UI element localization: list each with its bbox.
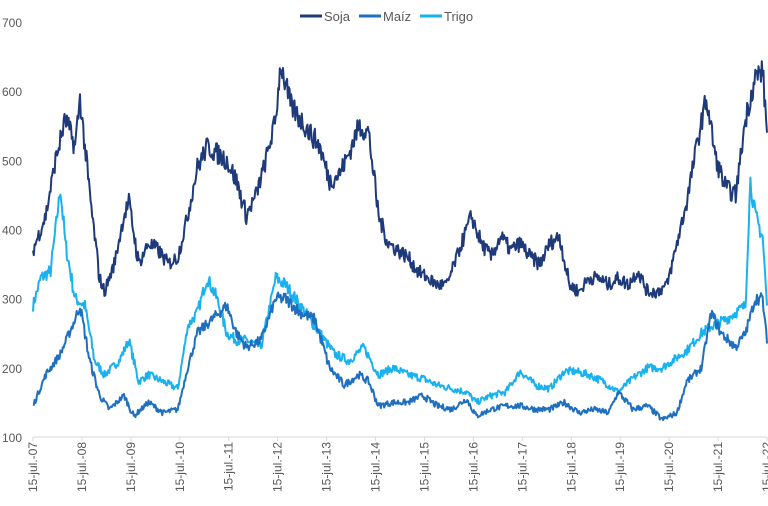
x-tick-label: 15-jul.-07 [26, 442, 40, 492]
x-tick-label: 15-jul.-16 [466, 442, 480, 492]
x-tick-label: 15-jul.-20 [662, 442, 676, 492]
x-tick-label: 15-jul.-10 [173, 442, 187, 492]
x-tick-label: 15-jul.-13 [320, 442, 334, 492]
y-tick-label: 400 [2, 224, 22, 238]
x-tick-label: 15-jul.-15 [417, 442, 431, 492]
legend: Soja Maíz Trigo [300, 9, 473, 24]
y-tick-label: 300 [2, 293, 22, 307]
x-tick-label: 15-jul.-21 [711, 442, 725, 492]
y-tick-label: 500 [2, 154, 22, 168]
series-line-trigo [32, 176, 768, 406]
x-tick-label: 15-jul.-22 [760, 442, 768, 492]
x-tick-label: 15-jul.-09 [124, 442, 138, 492]
x-tick-label: 15-jul.-18 [564, 442, 578, 492]
y-tick-label: 600 [2, 85, 22, 99]
y-tick-label: 200 [2, 362, 22, 376]
x-tick-label: 15-jul.-11 [222, 442, 236, 491]
legend-label-soja: Soja [324, 9, 351, 24]
x-tick-label: 15-jul.-14 [369, 442, 383, 492]
legend-label-maiz: Maíz [383, 9, 411, 24]
x-tick-label: 15-jul.-19 [613, 442, 627, 492]
series-line-soja [32, 60, 768, 299]
y-tick-label: 100 [2, 431, 22, 445]
x-tick-label: 15-jul.-17 [515, 442, 529, 492]
y-tick-label: 700 [2, 16, 22, 30]
x-tick-label: 15-jul.-08 [75, 442, 89, 492]
series-line-maiz [32, 291, 768, 422]
legend-label-trigo: Trigo [444, 9, 473, 24]
x-tick-label: 15-jul.-12 [271, 442, 285, 492]
